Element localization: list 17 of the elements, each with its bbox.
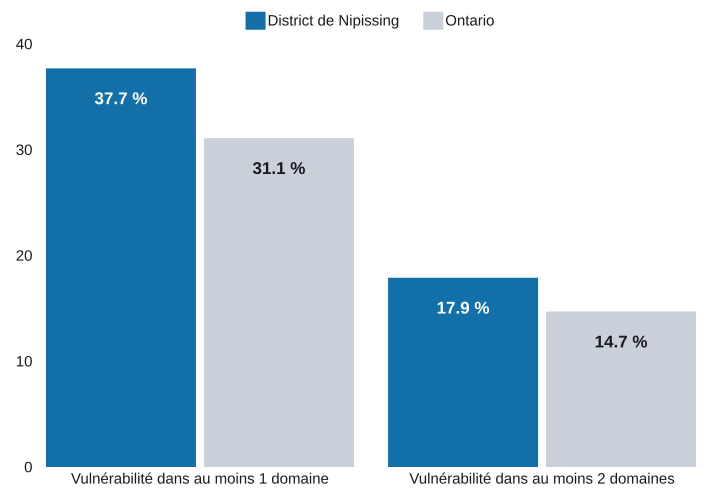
data-label: 17.9 % <box>438 302 490 314</box>
bar <box>388 278 538 467</box>
y-tick-label: 10 <box>16 356 32 367</box>
y-tick-label: 40 <box>16 38 32 50</box>
y-tick-label: 30 <box>16 144 32 156</box>
y-tick-label: 20 <box>16 250 32 261</box>
legend-label: Ontario <box>446 14 494 26</box>
y-tick-label: 0 <box>24 462 32 472</box>
x-tick-label: Vulnérabilité dans au moins 1 domaine <box>71 472 328 484</box>
bar <box>204 138 354 467</box>
bar <box>546 312 696 467</box>
legend-label: District de Nipissing <box>268 14 398 29</box>
data-label: 37.7 % <box>94 92 147 104</box>
data-label: 14.7 % <box>596 336 648 348</box>
data-label: 31.1 % <box>252 162 305 174</box>
x-tick-label: Vulnérabilité dans au moins 2 domaines <box>409 472 674 484</box>
bar <box>46 68 196 467</box>
